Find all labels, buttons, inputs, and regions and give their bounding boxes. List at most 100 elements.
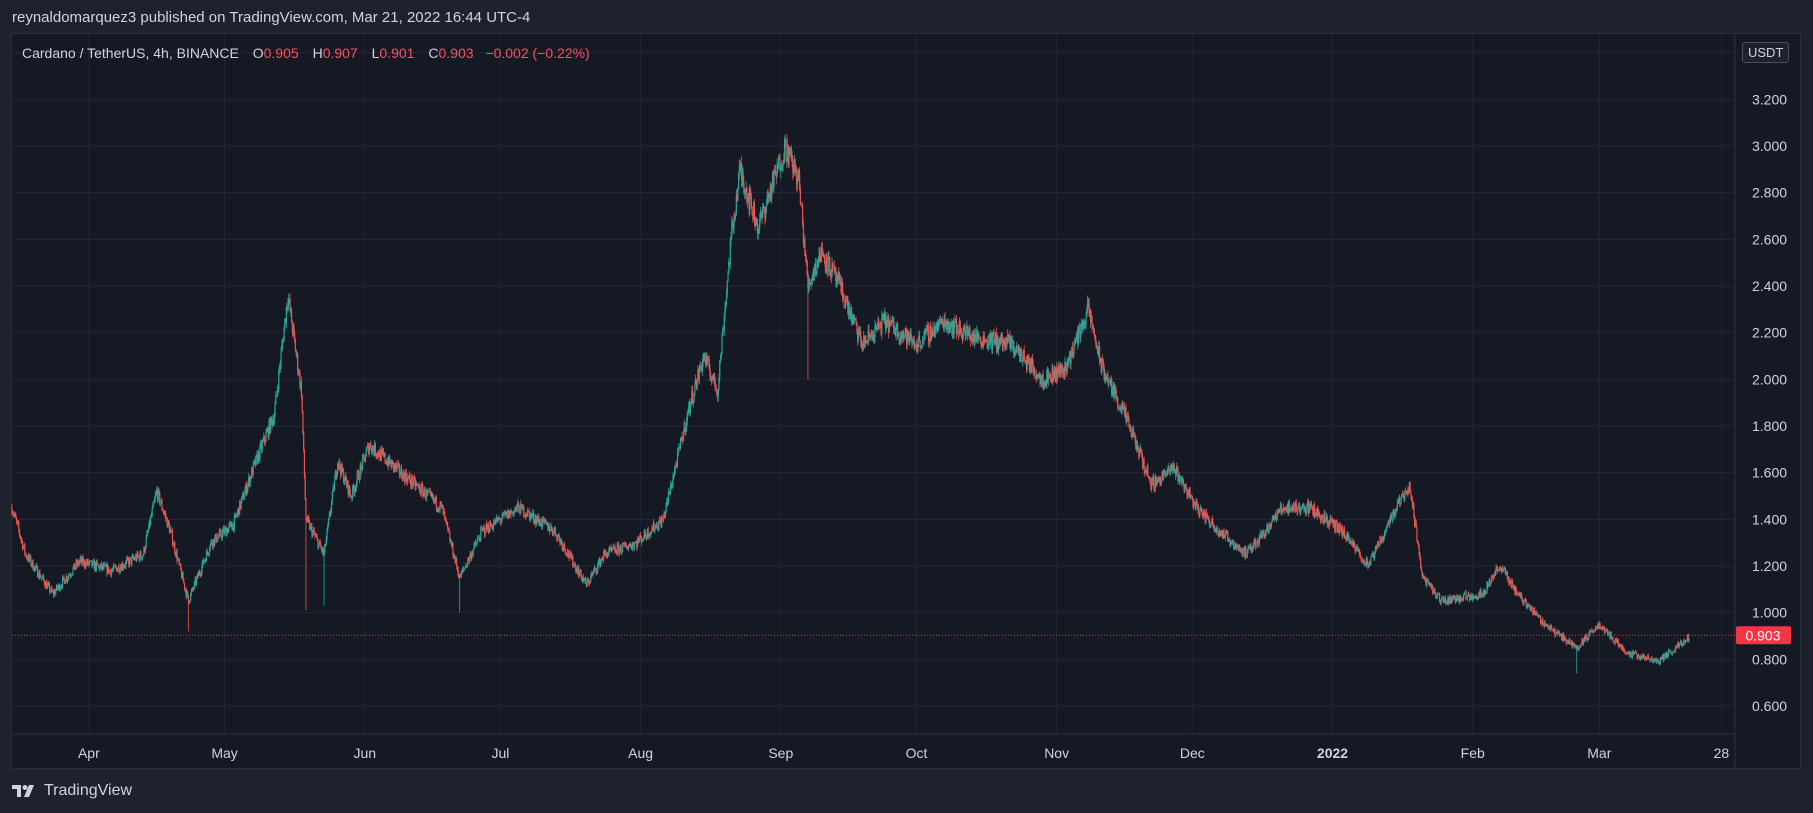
candle-body (245, 484, 247, 492)
chart-pane[interactable] (11, 33, 1801, 769)
candle-body (861, 343, 863, 349)
candle-body (738, 166, 740, 174)
candle-body (1230, 542, 1233, 544)
candle-body (32, 560, 34, 570)
candle-body (1508, 577, 1510, 585)
candle-body (739, 166, 741, 169)
footer-branding[interactable]: TradingView (12, 782, 132, 800)
candle-body (991, 336, 993, 350)
candle-body (1435, 597, 1438, 599)
candle-body (1009, 336, 1011, 348)
candle-body (1315, 511, 1317, 516)
candle-body (790, 148, 792, 158)
candle-body (1325, 516, 1328, 520)
candle-body (1618, 644, 1620, 647)
candle-body (25, 554, 27, 558)
candle-body (645, 535, 647, 537)
candle-body (616, 544, 618, 554)
candle-body (316, 536, 318, 540)
candle-body (777, 164, 779, 170)
candle-body (227, 528, 229, 533)
price-tick-label: 0.800 (1752, 651, 1787, 667)
candle-body (418, 485, 420, 487)
candle-body (1211, 518, 1213, 524)
candle-body (1562, 633, 1564, 641)
candle-body (1453, 597, 1455, 599)
candle-body (815, 272, 817, 274)
candle-body (37, 566, 39, 577)
candle-body (864, 339, 866, 347)
candle-body (1677, 642, 1679, 648)
candle-body (1161, 471, 1163, 481)
candle-body (997, 336, 999, 351)
candle-body (912, 341, 914, 345)
candle-body (278, 367, 281, 371)
time-tick-label: Jun (353, 745, 376, 761)
candle-body (383, 453, 385, 456)
candle-body (317, 539, 319, 548)
candle-body (1056, 371, 1059, 381)
candle-body (584, 578, 587, 583)
candle-body (974, 334, 976, 341)
candle-body (1686, 640, 1688, 642)
candle-body (1343, 529, 1346, 538)
candle-body (1334, 521, 1337, 532)
symbol-title[interactable]: Cardano / TetherUS, 4h, BINANCE (22, 45, 239, 61)
candle-body (39, 571, 41, 578)
candle-body (584, 578, 586, 580)
candle-body (1427, 580, 1429, 583)
candle-body (687, 411, 689, 413)
candle-body (1592, 631, 1594, 633)
candle-body (1616, 639, 1618, 643)
candle-body (502, 512, 505, 514)
candle-body (599, 558, 601, 567)
candle-body (1268, 523, 1270, 531)
candle-body (1643, 656, 1646, 660)
candle-body (1072, 353, 1074, 358)
candle-body (664, 510, 667, 517)
candle-body (820, 261, 822, 263)
price-tick-label: 0.600 (1752, 698, 1787, 714)
candle-body (324, 544, 327, 546)
candle-body (1263, 530, 1265, 536)
candle-body (1202, 515, 1204, 518)
candle-body (1561, 633, 1563, 640)
candle-body (845, 299, 847, 303)
candle-body (788, 151, 790, 165)
candle-body (1509, 580, 1511, 583)
candle-body (84, 565, 86, 567)
candle-body (1340, 527, 1343, 532)
candle-body (53, 590, 55, 595)
candle-body (1042, 374, 1044, 388)
candle-body (701, 362, 704, 371)
candle-body (1193, 501, 1195, 507)
candle-body (774, 171, 777, 175)
candle-body (1603, 626, 1605, 629)
candle-body (556, 535, 558, 541)
candle-body (1409, 481, 1411, 491)
candle-body (550, 525, 552, 531)
tradingview-brand: TradingView (44, 782, 133, 799)
candle-body (307, 516, 309, 520)
candle-body (572, 555, 574, 567)
candle-body (1660, 657, 1662, 660)
candle-body (950, 322, 952, 325)
candle-body (376, 454, 378, 456)
candle-body (1068, 359, 1070, 363)
candle-body (1280, 504, 1282, 515)
candle-body (636, 542, 638, 547)
candle-body (1087, 300, 1089, 302)
candle-body (113, 564, 116, 567)
candle-body (410, 476, 413, 486)
candle-body (906, 328, 908, 345)
candle-body (1034, 369, 1036, 375)
candle-body (695, 378, 697, 389)
time-tick-label: Oct (906, 745, 928, 761)
currency-button[interactable]: USDT (1742, 42, 1790, 63)
candle-body (186, 591, 188, 597)
candle-body (520, 503, 522, 514)
candle-body (157, 489, 159, 500)
time-tick-label: 2022 (1317, 745, 1348, 761)
candle-body (445, 518, 447, 522)
